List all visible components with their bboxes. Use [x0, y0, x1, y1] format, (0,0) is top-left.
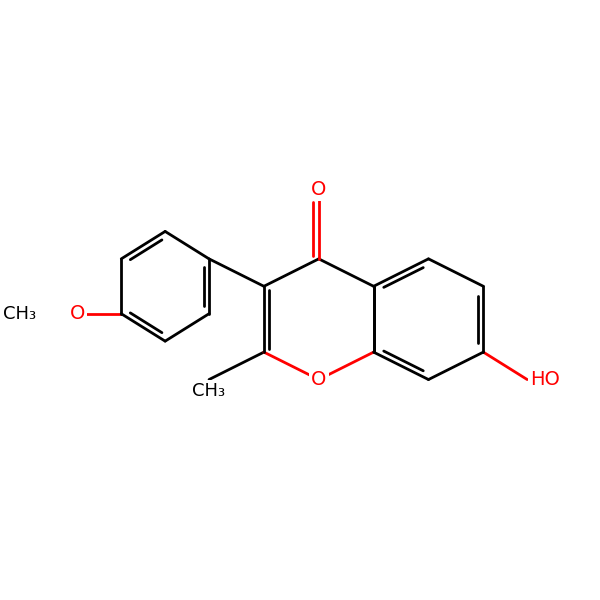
Text: CH₃: CH₃: [193, 382, 226, 400]
Text: O: O: [70, 304, 85, 323]
Text: HO: HO: [530, 370, 560, 389]
Text: O: O: [311, 370, 326, 389]
Text: O: O: [311, 179, 326, 199]
Text: CH₃: CH₃: [3, 305, 36, 323]
